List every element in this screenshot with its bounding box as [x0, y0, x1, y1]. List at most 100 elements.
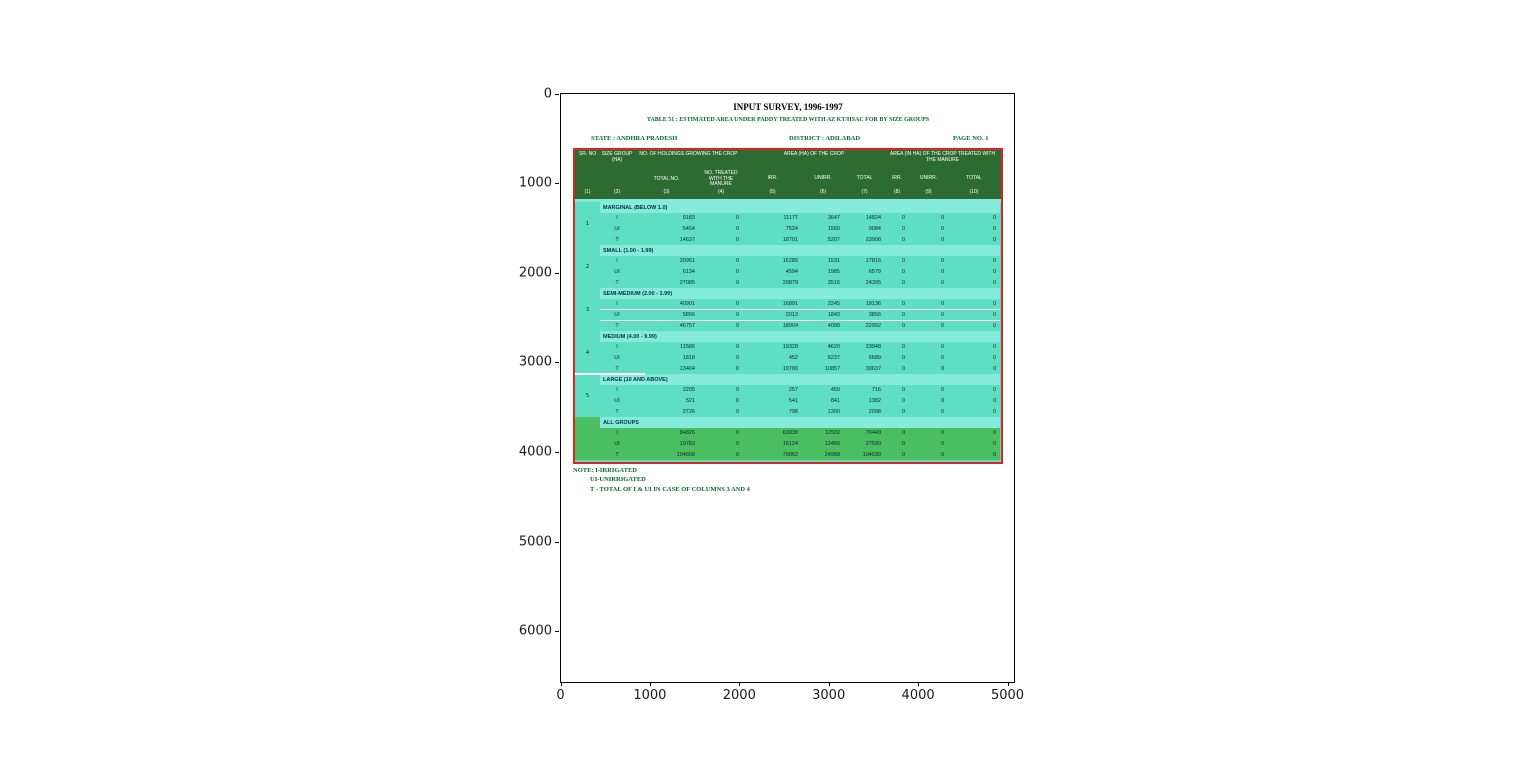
value-cell: 0 [940, 312, 944, 318]
value-cell: 0 [940, 323, 944, 329]
x-tick-label: 2000 [722, 688, 756, 703]
y-tick-mark [555, 451, 559, 453]
table-section: ALL GROUPS I 84826 0 63938 12502 76440 0 0 0 UI 197… [575, 417, 1001, 461]
row-type-cell: I [616, 387, 618, 394]
page-number-label: PAGE NO. 1 [953, 135, 989, 142]
value-cell: 0 [735, 398, 739, 404]
value-cell: 11177 [783, 215, 798, 222]
x-tick-mark [739, 682, 741, 686]
value-cell: 6689 [868, 355, 881, 361]
section-sl-no: 2 [575, 245, 600, 288]
value-cell: 23948 [865, 344, 881, 351]
value-cell: 1818 [682, 355, 695, 361]
value-cell: 0 [992, 269, 996, 275]
value-cell: 27590 [865, 441, 881, 447]
value-cell: 20951 [679, 258, 695, 265]
value-cell: 716 [871, 387, 881, 394]
header-sub-cell: IRR. [892, 175, 902, 182]
value-cell: 22992 [865, 323, 881, 329]
table-section: 1 MARGINAL (BELOW 1.0) I 9183 0 11177 3647 1482… [575, 202, 1001, 246]
y-tick-mark [555, 183, 559, 185]
header-sub-cell: UNIRR. [919, 175, 938, 182]
value-cell: 0 [901, 355, 905, 361]
value-cell: 0 [940, 355, 944, 361]
value-cell: 12502 [824, 430, 840, 437]
value-cell: 0 [992, 236, 996, 243]
value-cell: 0 [992, 408, 996, 415]
document-subtitle: TABLE 51 : ESTIMATED AREA UNDER PADDY TR… [646, 117, 930, 123]
header-sub-cell: NO. TREATED WITH THE MANURE [704, 170, 738, 187]
column-number: (8) [893, 189, 901, 196]
value-cell: 0 [901, 387, 905, 394]
value-cell: 0 [735, 269, 739, 275]
value-cell: 11586 [680, 344, 695, 351]
table-row: T 27085 0 20879 3516 24395 0 0 0 [600, 277, 1000, 289]
row-type-cell: UI [614, 441, 620, 447]
header-sub-cell: TOTAL NO. [653, 175, 680, 182]
value-cell: 0 [901, 344, 905, 351]
note-line: T - TOTAL OF I & UI IN CASE OF COLUMNS 3… [590, 485, 750, 493]
table-row: I 11586 0 19328 4620 23948 0 0 0 [600, 342, 1000, 353]
value-cell: 0 [735, 236, 739, 243]
table-section: 2 SMALL (1.00 - 1.99) I 20951 0 16285 1531 1781… [575, 245, 1001, 289]
header-sub-cell: TOTAL [856, 175, 873, 182]
value-cell: 798 [788, 408, 798, 415]
table-row: UI 1818 0 452 6237 6689 0 0 0 [600, 352, 1000, 364]
header-group-area: AREA (HA) OF THE CROP IRR. UNIRR. TOTAL [743, 150, 885, 187]
value-cell: 1531 [827, 258, 840, 265]
value-cell: 7524 [785, 226, 798, 232]
value-cell: 40901 [679, 301, 695, 307]
section-sl-no [575, 417, 600, 460]
value-cell: 76440 [865, 430, 881, 437]
value-cell: 521 [685, 398, 695, 404]
value-cell: 19136 [865, 301, 881, 307]
column-number: (2) [613, 189, 621, 196]
header-group-holdings: NO. OF HOLDINGS GROWING THE CROP TOTAL N… [634, 150, 743, 187]
value-cell: 541 [788, 398, 798, 404]
value-cell: 0 [940, 269, 944, 275]
size-group-label: LARGE (10 AND ABOVE) [600, 374, 1000, 385]
column-number: (5) [769, 189, 776, 196]
y-tick-mark [555, 93, 559, 95]
table-row: T 2726 0 798 1300 2098 0 0 0 [600, 406, 1000, 418]
row-type-cell: T [615, 323, 619, 329]
value-cell: 0 [940, 398, 944, 404]
value-cell: 19780 [782, 365, 798, 372]
value-cell: 104609 [676, 451, 695, 458]
value-cell: 0 [901, 226, 905, 232]
table-row: UI 19783 0 15124 12466 27590 0 0 0 [600, 438, 1000, 450]
x-tick-mark [1007, 682, 1009, 686]
value-cell: 14824 [865, 215, 881, 222]
table-row: UI 5454 0 7524 1560 9084 0 0 0 [600, 223, 1000, 235]
header-group-treated: AREA (IN HA) OF THE CROP TREATED WITH TH… [885, 150, 1000, 187]
section-rows: LARGE (10 AND ABOVE) I 2205 0 257 459 716 0 0 0 UI… [600, 374, 1000, 418]
row-type-cell: UI [614, 355, 620, 361]
value-cell: 0 [992, 441, 996, 447]
value-cell: 0 [735, 226, 739, 232]
value-cell: 0 [940, 226, 944, 232]
column-number: (9) [925, 189, 932, 196]
value-cell: 841 [830, 398, 840, 404]
value-cell: 24968 [824, 451, 840, 458]
value-cell: 0 [992, 398, 996, 404]
row-type-cell: I [616, 301, 618, 307]
column-number: (7) [861, 189, 868, 196]
value-cell: 0 [992, 323, 996, 329]
x-tick-mark [918, 682, 920, 686]
value-cell: 0 [901, 451, 905, 458]
section-rows: SEMI-MEDIUM (2.00 - 3.99) I 40901 0 16891 224… [600, 288, 1000, 331]
row-type-cell: UI [614, 398, 620, 404]
value-cell: 0 [735, 365, 739, 372]
row-type-cell: I [616, 215, 618, 222]
value-cell: 0 [735, 312, 739, 318]
y-tick-label: 3000 [518, 354, 552, 370]
column-numbers-row: (1) (2) (3) (4) (5) (6) (7) (8) (9) (10) [575, 187, 1001, 199]
column-number: (1) [584, 189, 591, 196]
table-row: I 9183 0 11177 3647 14824 0 0 0 [600, 213, 1000, 224]
value-cell: 46757 [679, 323, 695, 329]
value-cell: 19783 [679, 441, 695, 447]
value-cell: 0 [940, 408, 944, 415]
value-cell: 0 [992, 301, 996, 307]
value-cell: 0 [992, 365, 996, 372]
value-cell: 0 [992, 258, 996, 265]
